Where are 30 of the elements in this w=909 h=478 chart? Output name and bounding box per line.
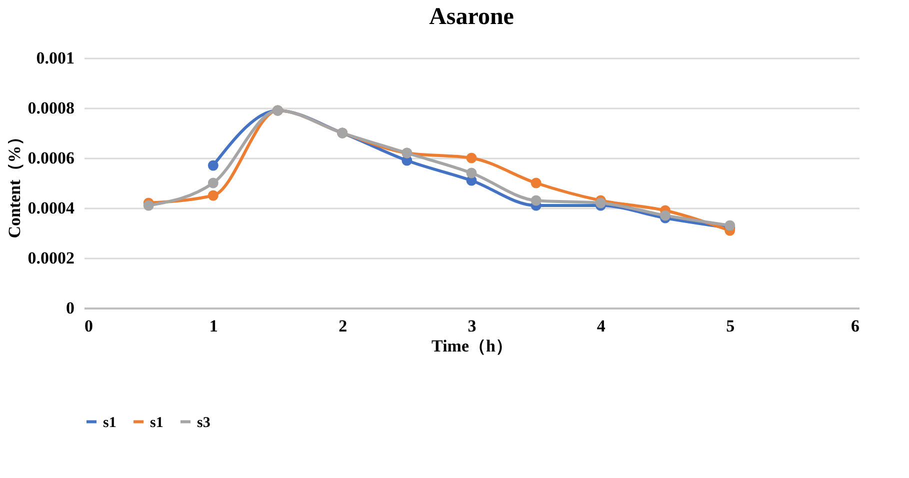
point bbox=[530, 195, 542, 206]
x-tick-label: 0 bbox=[84, 316, 93, 336]
point bbox=[724, 220, 736, 231]
y-tick-label: 0.0002 bbox=[28, 248, 74, 268]
y-tick-label: 0 bbox=[66, 298, 74, 318]
y-tick-label: 0.0006 bbox=[28, 148, 74, 168]
point bbox=[660, 210, 670, 221]
x-tick-label: 1 bbox=[209, 316, 218, 336]
x-tick-label: 2 bbox=[338, 316, 348, 336]
point bbox=[595, 198, 606, 208]
y-axis-title: Content（%） bbox=[4, 128, 24, 238]
legend-label: s1 bbox=[150, 414, 164, 431]
y-tick-label: 0.0008 bbox=[28, 98, 74, 118]
x-axis-title: Time（h） bbox=[432, 336, 512, 356]
chart-title: Asarone bbox=[429, 4, 514, 30]
x-tick-label: 6 bbox=[851, 316, 860, 336]
x-tick-label: 5 bbox=[726, 316, 735, 336]
point bbox=[466, 168, 477, 178]
y-tick-label: 0.0004 bbox=[28, 198, 75, 218]
x-tick-label: 4 bbox=[596, 316, 606, 336]
point bbox=[143, 200, 154, 211]
point bbox=[208, 190, 218, 201]
legend-label: s1 bbox=[103, 414, 116, 431]
point bbox=[208, 178, 218, 188]
legend-label: s3 bbox=[197, 414, 210, 431]
point bbox=[530, 178, 542, 188]
point bbox=[208, 160, 218, 171]
y-tick-label: 0.001 bbox=[36, 48, 74, 68]
x-tick-label: 3 bbox=[468, 316, 476, 336]
point bbox=[466, 152, 477, 164]
